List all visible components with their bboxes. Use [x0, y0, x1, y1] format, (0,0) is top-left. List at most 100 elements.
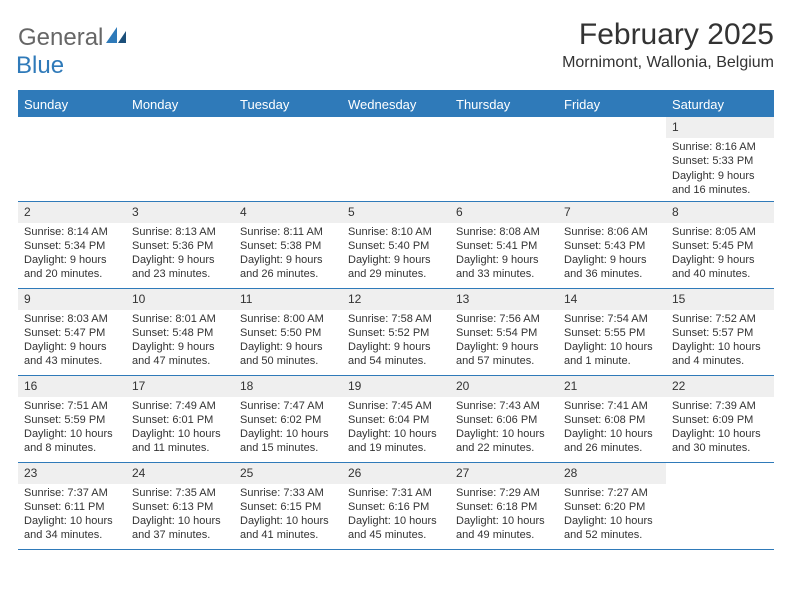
- sunset-line: Sunset: 5:36 PM: [132, 239, 228, 253]
- day-body: Sunrise: 7:58 AMSunset: 5:52 PMDaylight:…: [342, 312, 450, 368]
- daylight-line: Daylight: 9 hours and 33 minutes.: [456, 253, 552, 281]
- sunset-line: Sunset: 5:59 PM: [24, 413, 120, 427]
- day-body: Sunrise: 7:39 AMSunset: 6:09 PMDaylight:…: [666, 399, 774, 455]
- sunset-line: Sunset: 5:33 PM: [672, 154, 768, 168]
- day-body: Sunrise: 8:16 AMSunset: 5:33 PMDaylight:…: [666, 140, 774, 196]
- day-body: Sunrise: 8:13 AMSunset: 5:36 PMDaylight:…: [126, 225, 234, 281]
- calendar-cell: 24Sunrise: 7:35 AMSunset: 6:13 PMDayligh…: [126, 463, 234, 549]
- weekday-header: Saturday: [666, 92, 774, 117]
- sunrise-line: Sunrise: 7:27 AM: [564, 486, 660, 500]
- calendar-cell: 11Sunrise: 8:00 AMSunset: 5:50 PMDayligh…: [234, 289, 342, 375]
- calendar-cell-empty: [234, 117, 342, 201]
- calendar-cell: 8Sunrise: 8:05 AMSunset: 5:45 PMDaylight…: [666, 202, 774, 288]
- day-number: 24: [126, 463, 234, 484]
- daylight-line: Daylight: 10 hours and 37 minutes.: [132, 514, 228, 542]
- day-body: Sunrise: 7:41 AMSunset: 6:08 PMDaylight:…: [558, 399, 666, 455]
- day-number: 9: [18, 289, 126, 310]
- logo-text: General Blue: [18, 24, 128, 80]
- day-body: Sunrise: 7:56 AMSunset: 5:54 PMDaylight:…: [450, 312, 558, 368]
- day-number: 13: [450, 289, 558, 310]
- calendar-cell: 20Sunrise: 7:43 AMSunset: 6:06 PMDayligh…: [450, 376, 558, 462]
- calendar-week: 1Sunrise: 8:16 AMSunset: 5:33 PMDaylight…: [18, 117, 774, 202]
- calendar-week: 9Sunrise: 8:03 AMSunset: 5:47 PMDaylight…: [18, 289, 774, 376]
- sunset-line: Sunset: 5:57 PM: [672, 326, 768, 340]
- day-body: Sunrise: 7:49 AMSunset: 6:01 PMDaylight:…: [126, 399, 234, 455]
- day-body: Sunrise: 8:11 AMSunset: 5:38 PMDaylight:…: [234, 225, 342, 281]
- daylight-line: Daylight: 9 hours and 23 minutes.: [132, 253, 228, 281]
- day-number: 12: [342, 289, 450, 310]
- calendar-cell: 21Sunrise: 7:41 AMSunset: 6:08 PMDayligh…: [558, 376, 666, 462]
- weekday-header: Monday: [126, 92, 234, 117]
- sunset-line: Sunset: 5:54 PM: [456, 326, 552, 340]
- sunrise-line: Sunrise: 8:06 AM: [564, 225, 660, 239]
- day-number: 11: [234, 289, 342, 310]
- sunset-line: Sunset: 5:55 PM: [564, 326, 660, 340]
- day-number: 2: [18, 202, 126, 223]
- sunset-line: Sunset: 5:52 PM: [348, 326, 444, 340]
- daylight-line: Daylight: 10 hours and 49 minutes.: [456, 514, 552, 542]
- sunset-line: Sunset: 5:48 PM: [132, 326, 228, 340]
- day-body: Sunrise: 8:08 AMSunset: 5:41 PMDaylight:…: [450, 225, 558, 281]
- sunset-line: Sunset: 6:09 PM: [672, 413, 768, 427]
- calendar-cell: 10Sunrise: 8:01 AMSunset: 5:48 PMDayligh…: [126, 289, 234, 375]
- sunrise-line: Sunrise: 8:13 AM: [132, 225, 228, 239]
- calendar-week: 23Sunrise: 7:37 AMSunset: 6:11 PMDayligh…: [18, 463, 774, 550]
- day-body: Sunrise: 7:45 AMSunset: 6:04 PMDaylight:…: [342, 399, 450, 455]
- logo: General Blue: [18, 18, 128, 80]
- calendar-cell-empty: [342, 117, 450, 201]
- calendar-cell: 6Sunrise: 8:08 AMSunset: 5:41 PMDaylight…: [450, 202, 558, 288]
- sunrise-line: Sunrise: 8:03 AM: [24, 312, 120, 326]
- daylight-line: Daylight: 9 hours and 57 minutes.: [456, 340, 552, 368]
- calendar-cell: 2Sunrise: 8:14 AMSunset: 5:34 PMDaylight…: [18, 202, 126, 288]
- day-body: Sunrise: 7:33 AMSunset: 6:15 PMDaylight:…: [234, 486, 342, 542]
- day-number: 3: [126, 202, 234, 223]
- daylight-line: Daylight: 10 hours and 52 minutes.: [564, 514, 660, 542]
- day-number: 4: [234, 202, 342, 223]
- day-number: 26: [342, 463, 450, 484]
- day-number: 28: [558, 463, 666, 484]
- weekday-header: Friday: [558, 92, 666, 117]
- sunrise-line: Sunrise: 7:56 AM: [456, 312, 552, 326]
- sunrise-line: Sunrise: 7:35 AM: [132, 486, 228, 500]
- day-number: 8: [666, 202, 774, 223]
- weekday-header: Thursday: [450, 92, 558, 117]
- day-body: Sunrise: 7:31 AMSunset: 6:16 PMDaylight:…: [342, 486, 450, 542]
- daylight-line: Daylight: 10 hours and 30 minutes.: [672, 427, 768, 455]
- daylight-line: Daylight: 9 hours and 36 minutes.: [564, 253, 660, 281]
- sunset-line: Sunset: 6:13 PM: [132, 500, 228, 514]
- daylight-line: Daylight: 10 hours and 4 minutes.: [672, 340, 768, 368]
- daylight-line: Daylight: 10 hours and 11 minutes.: [132, 427, 228, 455]
- day-number: 10: [126, 289, 234, 310]
- sunset-line: Sunset: 6:11 PM: [24, 500, 120, 514]
- calendar-cell-empty: [558, 117, 666, 201]
- day-number: 5: [342, 202, 450, 223]
- calendar-cell: 9Sunrise: 8:03 AMSunset: 5:47 PMDaylight…: [18, 289, 126, 375]
- day-body: Sunrise: 8:10 AMSunset: 5:40 PMDaylight:…: [342, 225, 450, 281]
- sunset-line: Sunset: 5:43 PM: [564, 239, 660, 253]
- sunrise-line: Sunrise: 8:10 AM: [348, 225, 444, 239]
- sunset-line: Sunset: 5:38 PM: [240, 239, 336, 253]
- daylight-line: Daylight: 10 hours and 26 minutes.: [564, 427, 660, 455]
- sunset-line: Sunset: 6:02 PM: [240, 413, 336, 427]
- sunrise-line: Sunrise: 8:16 AM: [672, 140, 768, 154]
- sunrise-line: Sunrise: 8:14 AM: [24, 225, 120, 239]
- daylight-line: Daylight: 9 hours and 16 minutes.: [672, 169, 768, 197]
- day-number: 19: [342, 376, 450, 397]
- day-body: Sunrise: 7:35 AMSunset: 6:13 PMDaylight:…: [126, 486, 234, 542]
- day-body: Sunrise: 8:01 AMSunset: 5:48 PMDaylight:…: [126, 312, 234, 368]
- sunrise-line: Sunrise: 7:31 AM: [348, 486, 444, 500]
- sunrise-line: Sunrise: 7:52 AM: [672, 312, 768, 326]
- day-body: Sunrise: 7:37 AMSunset: 6:11 PMDaylight:…: [18, 486, 126, 542]
- calendar-cell: 1Sunrise: 8:16 AMSunset: 5:33 PMDaylight…: [666, 117, 774, 201]
- sunset-line: Sunset: 5:40 PM: [348, 239, 444, 253]
- day-body: Sunrise: 7:54 AMSunset: 5:55 PMDaylight:…: [558, 312, 666, 368]
- daylight-line: Daylight: 9 hours and 50 minutes.: [240, 340, 336, 368]
- sunset-line: Sunset: 6:01 PM: [132, 413, 228, 427]
- sunrise-line: Sunrise: 7:43 AM: [456, 399, 552, 413]
- sunset-line: Sunset: 6:08 PM: [564, 413, 660, 427]
- daylight-line: Daylight: 10 hours and 22 minutes.: [456, 427, 552, 455]
- calendar-cell-empty: [18, 117, 126, 201]
- sunrise-line: Sunrise: 8:08 AM: [456, 225, 552, 239]
- sunrise-line: Sunrise: 8:05 AM: [672, 225, 768, 239]
- sunset-line: Sunset: 6:20 PM: [564, 500, 660, 514]
